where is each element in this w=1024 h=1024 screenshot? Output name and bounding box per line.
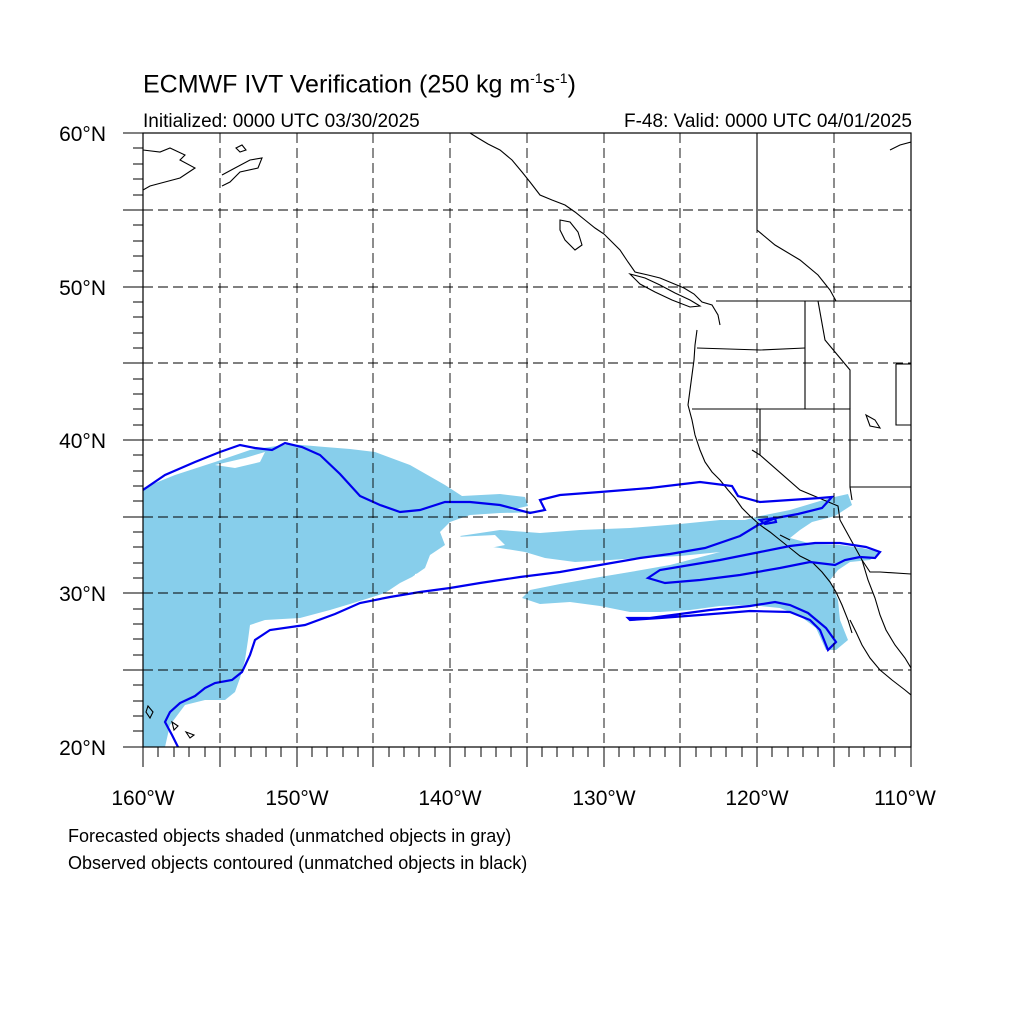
forecast-object-west <box>143 444 545 747</box>
lon-label-150w: 150°W <box>265 787 328 810</box>
coastlines <box>143 133 911 739</box>
lon-ticks <box>142 747 912 767</box>
lat-label-30n: 30°N <box>59 583 106 606</box>
us-coast <box>687 329 853 634</box>
mexico-mainland <box>861 559 911 669</box>
map-title: ECMWF IVT Verification (250 kg m-1s-1) <box>143 70 576 99</box>
baja-coast <box>849 619 911 696</box>
lon-label-110w: 110°W <box>874 787 936 810</box>
lon-label-130w: 130°W <box>572 787 635 810</box>
observed-contour-south <box>625 600 838 652</box>
lat-ticks <box>123 132 143 748</box>
forecast-object-east <box>460 494 880 650</box>
observed-contour-small <box>757 516 778 526</box>
initialized-label: Initialized: 0000 UTC 03/30/2025 <box>143 111 420 132</box>
note-forecast: Forecasted objects shaded (unmatched obj… <box>68 826 512 846</box>
observed-objects <box>143 441 882 747</box>
observed-contour-southeast <box>645 541 882 585</box>
lon-label-160w: 160°W <box>111 787 174 810</box>
lon-label-140w: 140°W <box>418 787 481 810</box>
lat-label-40n: 40°N <box>59 430 106 453</box>
alaska-coast <box>143 147 197 191</box>
canada-coast <box>469 133 721 326</box>
graticule <box>143 133 911 747</box>
forecast-objects <box>143 444 880 747</box>
note-observed: Observed objects contoured (unmatched ob… <box>68 853 528 873</box>
observed-contour-main <box>143 441 835 747</box>
valid-label: F-48: Valid: 0000 UTC 04/01/2025 <box>624 111 912 132</box>
lat-label-60n: 60°N <box>59 123 106 146</box>
lat-label-50n: 50°N <box>59 277 106 300</box>
lat-label-20n: 20°N <box>59 737 106 760</box>
lon-label-120w: 120°W <box>725 787 788 810</box>
